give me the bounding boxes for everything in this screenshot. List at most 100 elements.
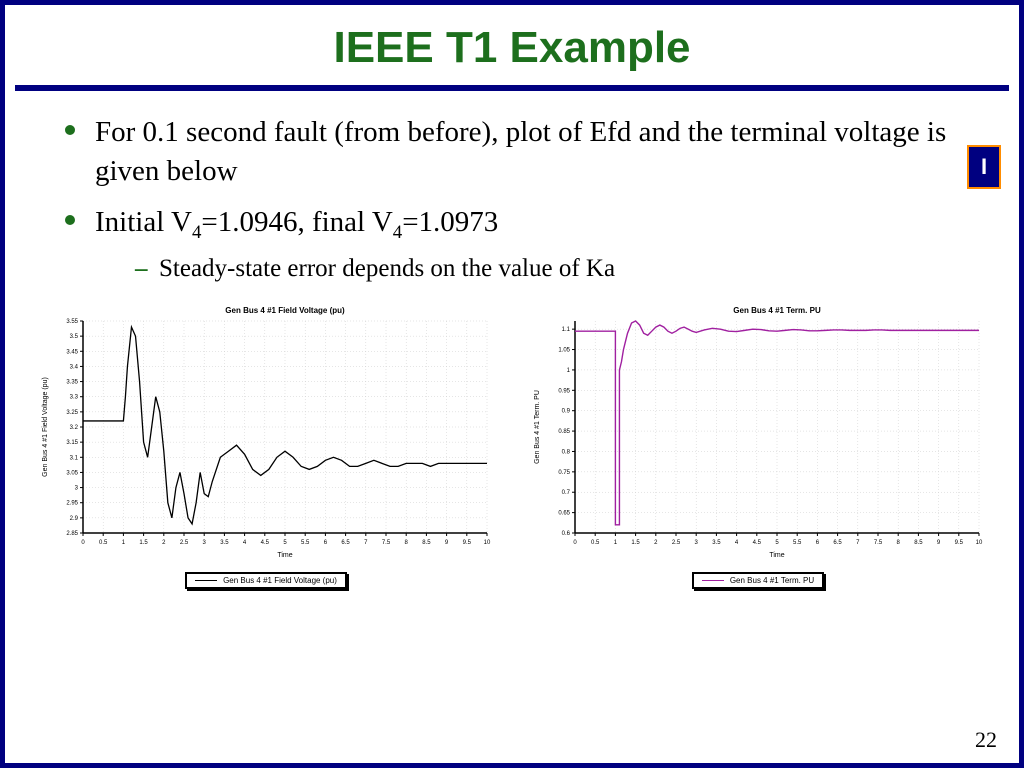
b2a: Initial V [95,206,192,238]
svg-text:2.85: 2.85 [66,531,78,537]
svg-text:1.05: 1.05 [558,348,570,354]
svg-text:8: 8 [405,540,409,546]
chart-1-legend-wrap: Gen Bus 4 #1 Field Voltage (pu) [35,568,497,589]
b2sub1: 4 [192,222,201,243]
svg-text:4.5: 4.5 [261,540,270,546]
svg-text:5.5: 5.5 [301,540,310,546]
chart-2-legend: Gen Bus 4 #1 Term. PU [692,572,824,589]
svg-text:5: 5 [283,540,287,546]
svg-text:3.55: 3.55 [66,319,78,325]
svg-text:3.45: 3.45 [66,350,78,356]
svg-text:1.1: 1.1 [562,327,571,333]
svg-text:Gen Bus 4 #1 Field Voltage (pu: Gen Bus 4 #1 Field Voltage (pu) [225,306,345,315]
sub-bullet-1-text: Steady-state error depends on the value … [159,255,615,282]
svg-text:0.8: 0.8 [562,450,571,456]
svg-text:0.85: 0.85 [558,429,570,435]
b2c: =1.0973 [402,206,498,238]
svg-text:2.5: 2.5 [180,540,189,546]
svg-text:2.95: 2.95 [66,501,78,507]
b2sub2: 4 [393,222,402,243]
svg-text:0.95: 0.95 [558,389,570,395]
svg-text:3.3: 3.3 [70,395,79,401]
svg-text:3.5: 3.5 [70,334,79,340]
svg-text:7.5: 7.5 [382,540,391,546]
svg-text:1: 1 [567,368,571,374]
svg-text:0: 0 [81,540,85,546]
b2b: =1.0946, final V [201,206,392,238]
svg-text:Time: Time [769,552,784,559]
sub-bullet-list: Steady-state error depends on the value … [135,252,999,286]
bullet-2: Initial V4=1.0946, final V4=1.0973 Stead… [65,203,999,285]
svg-text:8.5: 8.5 [422,540,431,546]
svg-text:2: 2 [654,540,658,546]
svg-text:7: 7 [856,540,860,546]
svg-text:0.7: 0.7 [562,490,571,496]
svg-text:3: 3 [203,540,207,546]
svg-text:7.5: 7.5 [874,540,883,546]
svg-text:0.75: 0.75 [558,470,570,476]
chart-1-legend-text: Gen Bus 4 #1 Field Voltage (pu) [223,576,337,585]
svg-text:9: 9 [445,540,449,546]
svg-text:5: 5 [775,540,779,546]
chart-2-legend-wrap: Gen Bus 4 #1 Term. PU [527,568,989,589]
charts-row: 0 0.5 1 1.5 2 2.5 3 3.5 4 4.5 5 5.5 6 6.5 7 7.5 8 8.5 9 9.5… [25,303,999,589]
chart-2-svg: 0 0.5 1 1.5 2 2.5 3 3.5 4 4.5 5 5.5 6 6.5 7 7.5 8 8.5 9 9.5… [527,303,987,563]
svg-text:6: 6 [816,540,820,546]
svg-text:5.5: 5.5 [793,540,802,546]
svg-text:10: 10 [976,540,983,546]
svg-text:3.35: 3.35 [66,380,78,386]
svg-text:2.5: 2.5 [672,540,681,546]
title-rule [15,85,1009,91]
svg-text:6.5: 6.5 [341,540,350,546]
svg-text:Time: Time [277,552,292,559]
svg-text:4.5: 4.5 [753,540,762,546]
svg-text:Gen Bus 4 #1 Term. PU: Gen Bus 4 #1 Term. PU [534,390,541,464]
svg-text:1.5: 1.5 [631,540,640,546]
svg-text:3.5: 3.5 [712,540,721,546]
svg-text:0.5: 0.5 [591,540,600,546]
svg-text:4: 4 [735,540,739,546]
svg-text:10: 10 [484,540,491,546]
svg-text:0.6: 0.6 [562,531,571,537]
chart-1-svg: 00.511.522.533.544.555.566.577.588.599.5… [35,303,495,563]
legend-line-icon [195,580,217,581]
page-number: 22 [975,727,997,753]
svg-text:1: 1 [614,540,618,546]
legend-line-icon [702,580,724,581]
bullet-1-text: For 0.1 second fault (from before), plot… [95,116,946,187]
chart-terminal-voltage: 0 0.5 1 1.5 2 2.5 3 3.5 4 4.5 5 5.5 6 6.5 7 7.5 8 8.5 9 9.5… [527,303,989,589]
svg-text:0.9: 0.9 [562,409,571,415]
svg-text:1.5: 1.5 [139,540,148,546]
svg-text:6: 6 [324,540,328,546]
svg-text:3: 3 [695,540,699,546]
svg-text:9: 9 [937,540,941,546]
svg-text:3.25: 3.25 [66,410,78,416]
bullet-1: For 0.1 second fault (from before), plot… [65,113,999,191]
svg-text:9.5: 9.5 [955,540,964,546]
svg-text:3.2: 3.2 [70,425,79,431]
bullet-list: For 0.1 second fault (from before), plot… [65,113,999,285]
svg-text:0.5: 0.5 [99,540,108,546]
svg-text:Gen Bus 4 #1 Field Voltage (pu: Gen Bus 4 #1 Field Voltage (pu) [42,377,49,477]
chart-1-legend: Gen Bus 4 #1 Field Voltage (pu) [185,572,347,589]
svg-text:3.15: 3.15 [66,440,78,446]
svg-text:7: 7 [364,540,368,546]
svg-text:2.9: 2.9 [70,516,79,522]
svg-text:8.5: 8.5 [914,540,923,546]
svg-text:6.5: 6.5 [833,540,842,546]
svg-text:3.5: 3.5 [220,540,229,546]
svg-text:3.4: 3.4 [70,365,79,371]
chart-field-voltage: 00.511.522.533.544.555.566.577.588.599.5… [35,303,497,589]
slide-title: IEEE T1 Example [25,23,999,73]
svg-text:3.1: 3.1 [70,456,79,462]
svg-text:4: 4 [243,540,247,546]
svg-text:0: 0 [573,540,577,546]
svg-text:2: 2 [162,540,166,546]
svg-text:3.05: 3.05 [66,471,78,477]
svg-text:0.65: 0.65 [558,511,570,517]
sub-bullet-1: Steady-state error depends on the value … [135,252,999,286]
slide: IEEE T1 Example I For 0.1 second fault (… [0,0,1024,768]
svg-text:Gen Bus 4 #1 Term. PU: Gen Bus 4 #1 Term. PU [733,306,821,315]
svg-text:8: 8 [897,540,901,546]
svg-text:1: 1 [122,540,126,546]
